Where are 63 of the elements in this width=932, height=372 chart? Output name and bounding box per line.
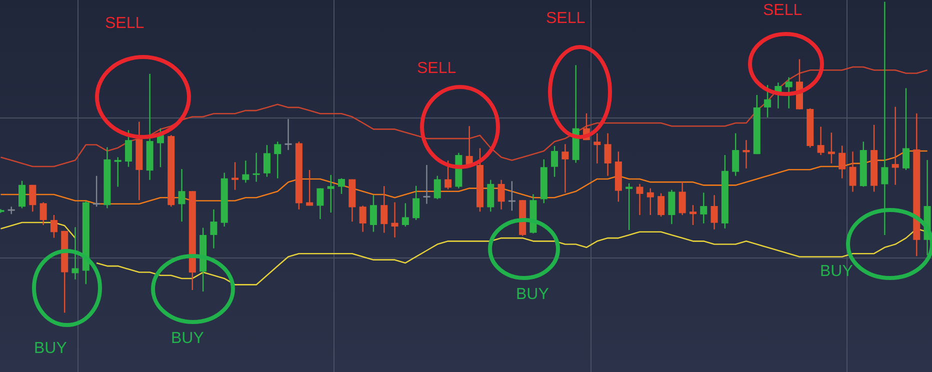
candlestick [114, 156, 122, 188]
candlestick [316, 188, 324, 220]
candlestick [444, 160, 452, 190]
candlestick [423, 164, 430, 204]
candlestick [210, 208, 218, 249]
candlestick [29, 184, 36, 212]
candlestick [284, 118, 292, 151]
candlestick [678, 181, 686, 216]
candlestick [242, 160, 250, 184]
candlestick [412, 185, 420, 221]
candlestick [263, 144, 270, 178]
candlestick [40, 202, 47, 226]
candlestick [434, 175, 441, 200]
candlestick [562, 144, 569, 194]
candlestick [646, 188, 654, 216]
candlestick [828, 132, 835, 164]
candlestick [178, 168, 186, 222]
candlestick [668, 189, 676, 225]
candlestick [732, 132, 740, 176]
candlestick [93, 175, 100, 208]
candlestick [252, 152, 260, 182]
candlestick [232, 162, 239, 190]
candlestick [626, 182, 633, 231]
candlestick [18, 180, 26, 209]
candlestick [274, 141, 282, 179]
candlestick [327, 174, 334, 214]
candlestick [849, 151, 856, 192]
candlestick [689, 204, 696, 226]
candlestick [508, 180, 516, 212]
candlestick [636, 183, 644, 216]
candlestick [742, 139, 750, 169]
candlestick [764, 84, 772, 118]
candlestick [498, 179, 505, 210]
candlestick [359, 205, 366, 232]
candlestick [700, 192, 708, 224]
candlestick [838, 145, 846, 179]
candlestick [338, 178, 346, 194]
text: BUY [171, 330, 204, 347]
candlestick [658, 192, 665, 218]
candlestick [391, 202, 398, 238]
candlestick [710, 194, 718, 230]
annotation: SELL [417, 60, 456, 77]
candlestick [817, 126, 824, 156]
annotation: SELL [763, 2, 802, 19]
candlestick [551, 145, 558, 178]
annotation: SELL [546, 10, 586, 27]
candlestick [892, 106, 899, 186]
candlestick [902, 88, 910, 171]
annotation: BUY [516, 286, 550, 303]
candlestick [125, 130, 132, 168]
candlestick [50, 214, 58, 238]
text: BUY [34, 340, 68, 357]
candlestick [72, 226, 79, 280]
candlestick [380, 186, 388, 234]
candlestick [402, 202, 409, 228]
candlestick [785, 76, 792, 109]
annotation: BUY [820, 263, 854, 280]
candlestick [881, 1, 888, 236]
candlestick [594, 132, 601, 164]
candlestick [604, 132, 612, 176]
candlestick [370, 194, 377, 232]
candlestick [487, 179, 494, 212]
annotation: SELL [105, 15, 144, 32]
